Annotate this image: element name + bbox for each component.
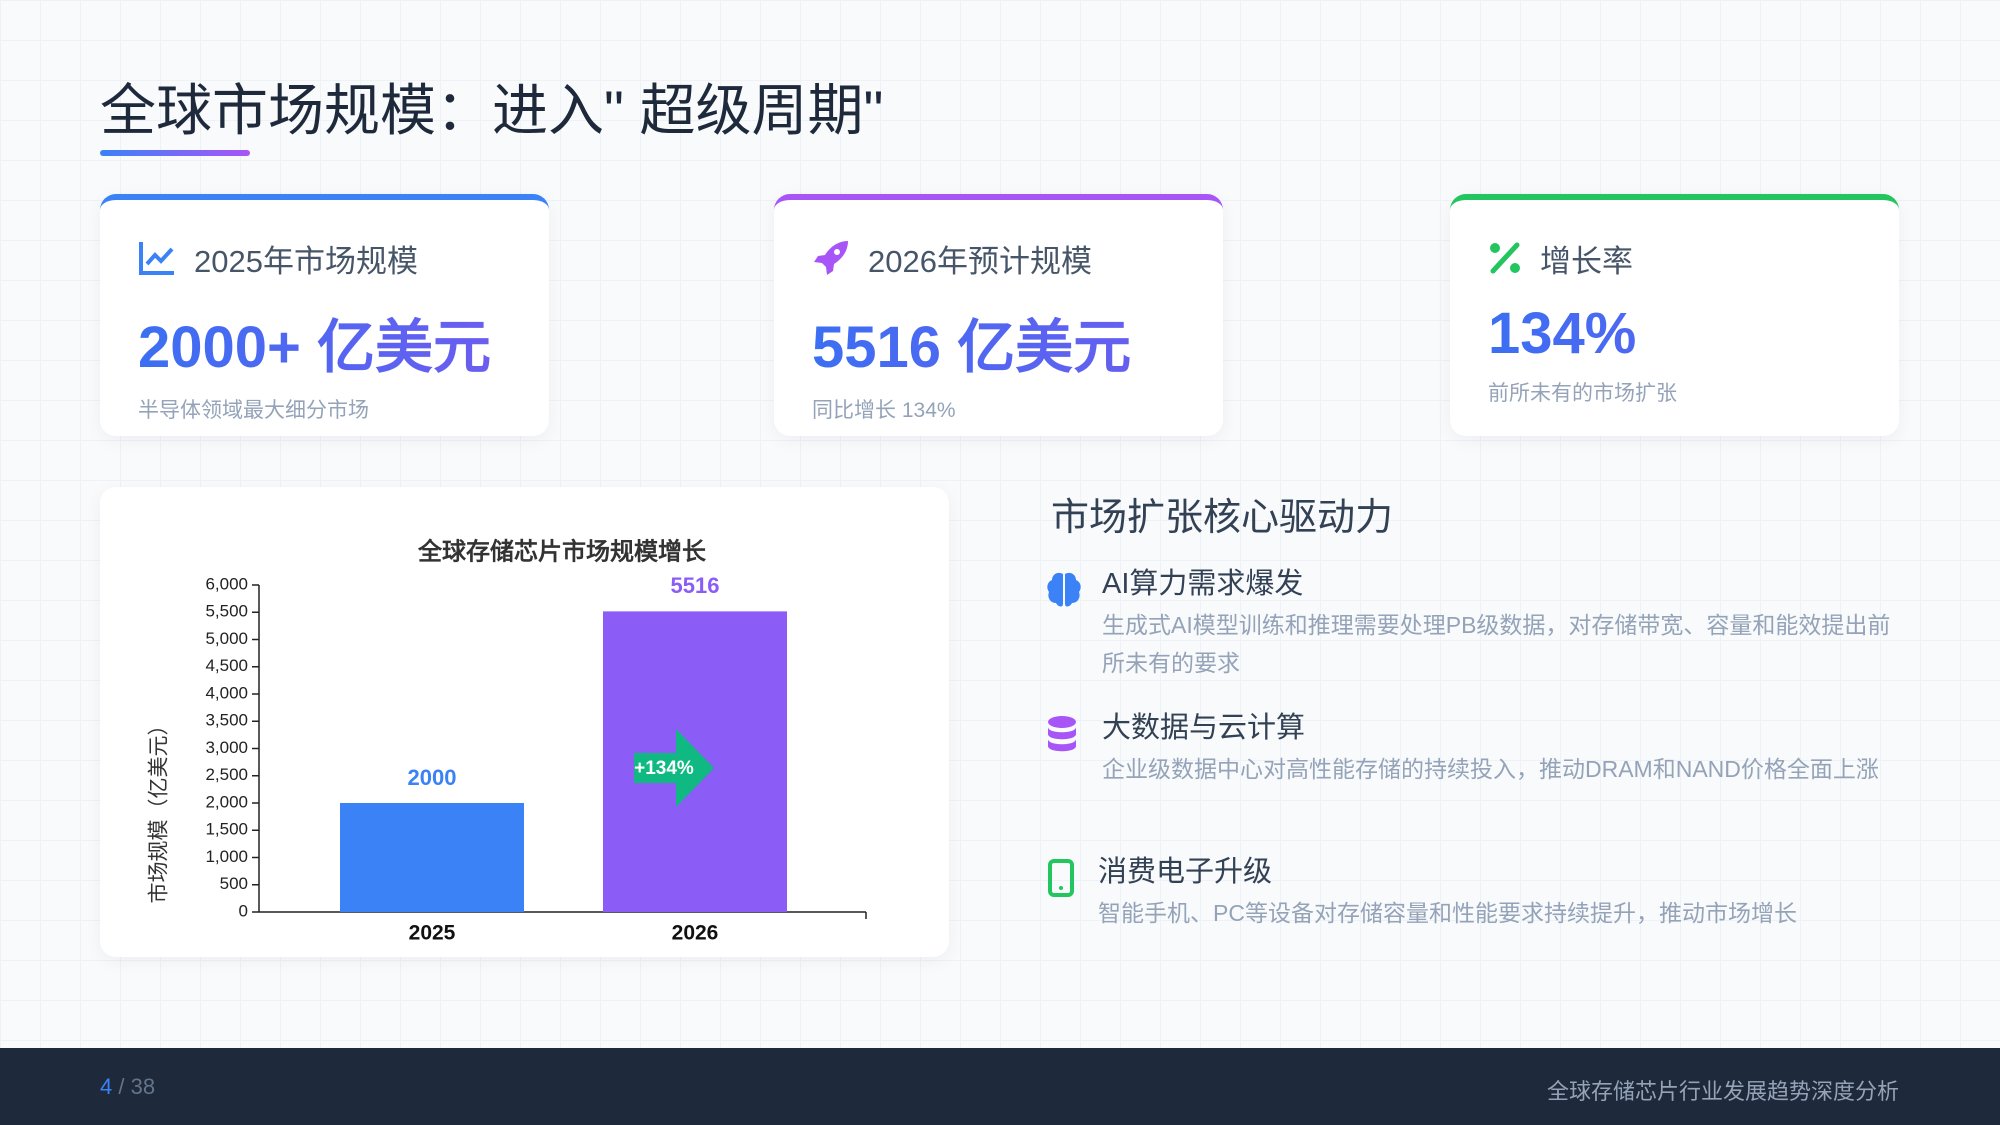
card-label: 2025年市场规模 <box>194 243 418 279</box>
card-value: 5516 亿美元 <box>812 300 1185 384</box>
card-label-row: 2026年预计规模 <box>812 236 1185 280</box>
page-number: 4 <box>100 1074 113 1099</box>
card-label: 2026年预计规模 <box>868 243 1092 279</box>
driver-desc: 智能手机、PC等设备对存储容量和性能要求持续提升，推动市场增长 <box>1098 900 1797 926</box>
driver-title: 大数据与云计算 <box>1102 712 1306 744</box>
card-note: 半导体领域最大细分市场 <box>138 399 369 422</box>
chart-card: 全球存储芯片市场规模增长 市场规模（亿美元） 0 500 1,000 1,500 2,0… <box>100 487 949 957</box>
y-tick-label: 1,500 <box>205 820 248 839</box>
page-total: / 38 <box>118 1074 156 1099</box>
driver-text: AI算力需求爆发生成式AI模型训练和推理需要处理PB级数据，对存储带宽、容量和能… <box>1102 564 1906 682</box>
value-label: 5516 <box>671 573 720 598</box>
card-note: 前所未有的市场扩张 <box>1488 382 1677 405</box>
driver-item: 消费电子升级智能手机、PC等设备对存储容量和性能要求持续提升，推动市场增长 <box>1046 852 1906 932</box>
section-heading: 市场扩张核心驱动力 <box>1051 497 1394 539</box>
brain-icon <box>1047 572 1081 607</box>
title-underline <box>100 150 250 156</box>
driver-desc: 生成式AI模型训练和推理需要处理PB级数据，对存储带宽、容量和能效提出前所未有的… <box>1102 612 1891 676</box>
y-tick-label: 5,000 <box>205 629 248 648</box>
stat-card: 增长率 134% 前所未有的市场扩张 <box>1450 194 1899 436</box>
y-tick-label: 3,500 <box>205 711 248 730</box>
chart-icon <box>139 242 174 275</box>
y-tick-label: 4,000 <box>205 683 248 702</box>
driver-title: 消费电子升级 <box>1098 856 1273 888</box>
database-icon <box>1048 716 1076 752</box>
page-counter: 4 / 38 <box>100 1074 155 1100</box>
card-value: 2000+ 亿美元 <box>138 300 511 384</box>
y-tick-label: 0 <box>239 901 248 920</box>
card-label-row: 2025年市场规模 <box>138 236 511 280</box>
value-label: 2000 <box>408 765 457 790</box>
y-axis-label: 市场规模（亿美元） <box>148 715 171 904</box>
driver-text: 大数据与云计算企业级数据中心对高性能存储的持续投入，推动DRAM和NAND价格全… <box>1102 708 1879 788</box>
document-name: 全球存储芯片行业发展趋势深度分析 <box>1546 1079 1899 1104</box>
card-note: 同比增长 134% <box>812 399 956 422</box>
y-tick-label: 6,000 <box>205 574 248 593</box>
driver-item: 大数据与云计算企业级数据中心对高性能存储的持续投入，推动DRAM和NAND价格全… <box>1046 708 1906 788</box>
percent-icon <box>1490 242 1520 274</box>
y-tick-label: 4,500 <box>205 656 248 675</box>
x-tick-label: 2026 <box>672 922 719 945</box>
slide-title: 全球市场规模：进入" 超级周期" <box>100 79 884 142</box>
driver-title: AI算力需求爆发 <box>1102 568 1304 600</box>
card-label-row: 增长率 <box>1488 236 1861 280</box>
y-tick-label: 2,500 <box>205 765 248 784</box>
stat-card: 2026年预计规模 5516 亿美元 同比增长 134% <box>774 194 1223 436</box>
card-value: 134% <box>1488 300 1861 367</box>
driver-desc: 企业级数据中心对高性能存储的持续投入，推动DRAM和NAND价格全面上涨 <box>1102 756 1879 782</box>
footer <box>0 1048 2000 1125</box>
phone-icon <box>1048 859 1074 897</box>
chart: 全球存储芯片市场规模增长 市场规模（亿美元） 0 500 1,000 1,500 2,0… <box>148 537 867 945</box>
stat-card: 2025年市场规模 2000+ 亿美元 半导体领域最大细分市场 <box>100 194 549 436</box>
growth-annotation: +134% <box>634 758 694 779</box>
rocket-icon <box>814 241 848 275</box>
y-tick-label: 2,000 <box>205 792 248 811</box>
y-tick-label: 500 <box>220 874 248 893</box>
y-tick-label: 5,500 <box>205 602 248 621</box>
bar <box>340 803 524 912</box>
y-tick-label: 1,000 <box>205 847 248 866</box>
growth-arrow <box>634 729 714 807</box>
driver-text: 消费电子升级智能手机、PC等设备对存储容量和性能要求持续提升，推动市场增长 <box>1098 852 1797 932</box>
driver-item: AI算力需求爆发生成式AI模型训练和推理需要处理PB级数据，对存储带宽、容量和能… <box>1046 564 1906 682</box>
chart-title: 全球存储芯片市场规模增长 <box>417 537 707 565</box>
x-tick-label: 2025 <box>409 922 456 945</box>
y-tick-label: 3,000 <box>205 738 248 757</box>
card-label: 增长率 <box>1540 243 1633 279</box>
